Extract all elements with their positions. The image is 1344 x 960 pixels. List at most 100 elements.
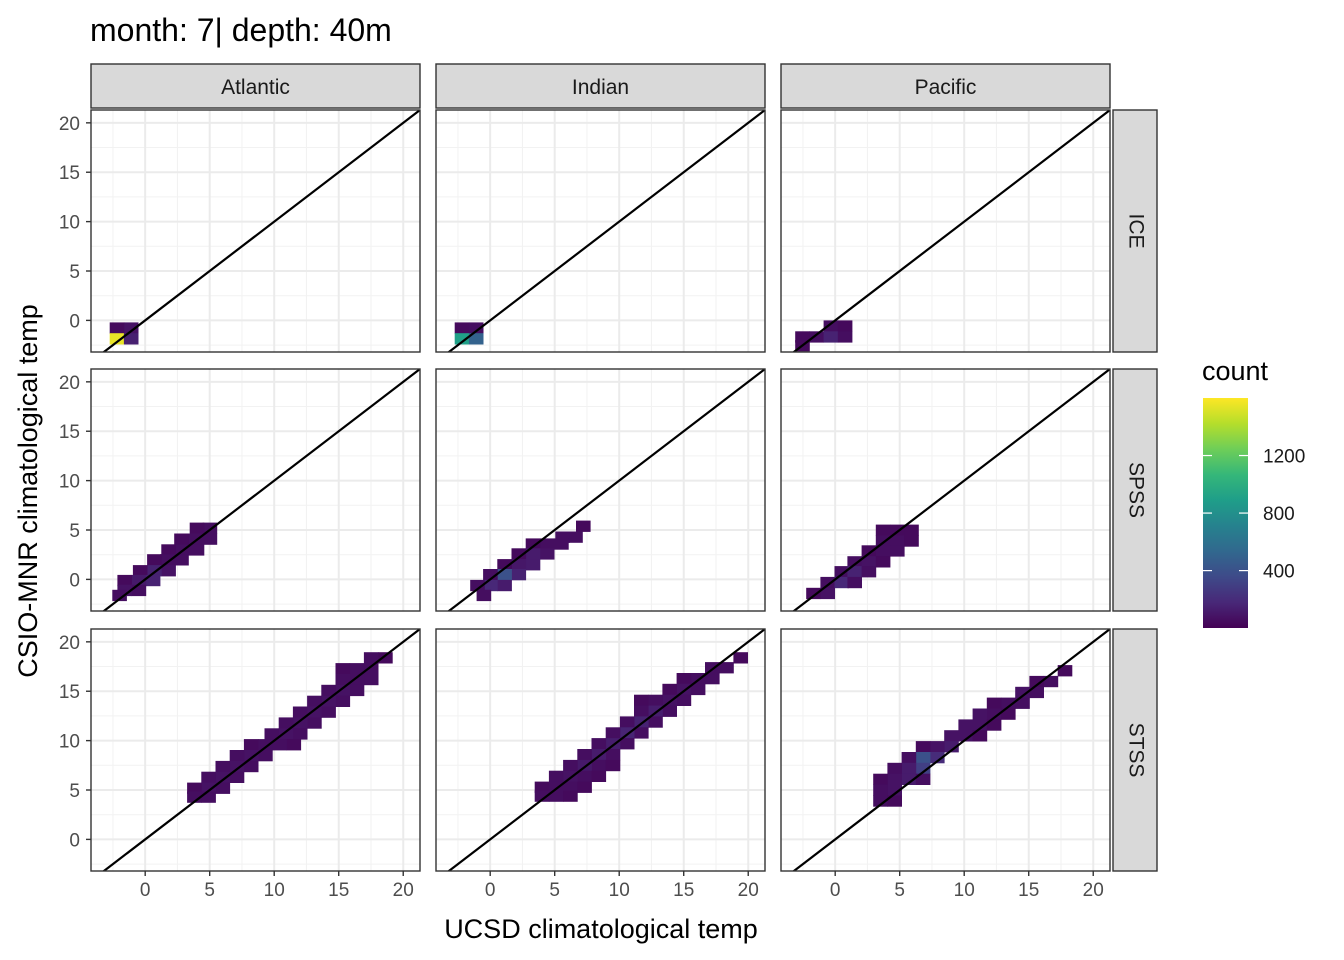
heatmap-bin: [548, 770, 564, 782]
heatmap-bin: [307, 695, 322, 707]
heatmap-bin: [189, 522, 205, 534]
heatmap-bin: [875, 545, 891, 557]
heatmap-bin: [215, 782, 231, 794]
panel-border: [90, 628, 421, 872]
heatmap-bin: [112, 589, 127, 602]
heatmap-bin: [161, 565, 176, 577]
heatmap-bin: [915, 773, 931, 785]
heatmap-bin: [958, 719, 973, 731]
heatmap-bin: [619, 716, 635, 728]
heatmap-bin: [145, 574, 161, 587]
heatmap-bin: [591, 738, 607, 750]
panel-border: [435, 109, 766, 353]
heatmap-bin: [1015, 697, 1030, 709]
y-tick-label: 0: [69, 830, 80, 851]
heatmap-bin: [861, 545, 877, 557]
heatmap-bin: [619, 727, 635, 739]
heatmap-bin: [795, 331, 810, 343]
heatmap-bin: [591, 770, 607, 782]
heatmap-bin: [363, 673, 379, 686]
heatmap-bin: [577, 759, 592, 772]
x-tick-label: 15: [673, 880, 694, 901]
heatmap-bin: [292, 717, 308, 729]
heatmap-bin: [264, 728, 280, 740]
identity-line: [792, 110, 1110, 352]
heatmap-bin: [915, 762, 931, 775]
heatmap-bin: [243, 739, 259, 751]
heatmap-bin: [321, 684, 336, 697]
heatmap-bin: [986, 708, 1002, 720]
heatmap-bin: [483, 579, 498, 592]
heatmap-bin: [229, 771, 245, 783]
heatmap-bin: [1015, 686, 1030, 699]
heatmap-bin: [525, 548, 541, 560]
heatmap-bin: [887, 795, 902, 807]
heatmap-bin: [930, 741, 945, 753]
panel-indian-stss: [435, 628, 766, 872]
y-tick-label: 5: [69, 262, 80, 283]
identity-line: [102, 110, 420, 352]
panel-border: [780, 109, 1111, 353]
heatmap-bin: [147, 565, 162, 577]
heatmap-bin: [189, 544, 205, 556]
heatmap-bin: [497, 569, 512, 581]
panel-pacific-spss: [780, 368, 1111, 612]
heatmap-bin: [534, 790, 550, 802]
heatmap-bin: [109, 333, 125, 345]
facet-strips: Atlantic Indian Pacific ICE SPSS STSS: [90, 63, 1158, 872]
heatmap-bin: [174, 533, 189, 545]
heatmap-bin: [174, 554, 189, 566]
x-axis-label: UCSD climatological temp: [444, 914, 758, 944]
heatmap-bin: [577, 749, 592, 761]
heatmap-bin: [497, 559, 512, 571]
legend-tick-label: 800: [1263, 504, 1295, 525]
heatmap-bin: [806, 587, 821, 600]
heatmap-bin: [468, 322, 484, 334]
y-tick-label: 15: [59, 163, 80, 184]
x-tick-label: 20: [393, 880, 414, 901]
heatmap-bin: [321, 706, 336, 718]
y-tick-label: 0: [69, 570, 80, 591]
y-tick-label: 5: [69, 521, 80, 542]
x-tick-label: 5: [894, 880, 905, 901]
x-tick-label: 10: [609, 880, 630, 901]
heatmap-bin: [986, 719, 1002, 731]
heatmap-bin: [915, 752, 931, 764]
heatmap-bin: [563, 770, 578, 782]
heatmap-bin: [861, 556, 877, 568]
heatmap-bin: [132, 565, 148, 577]
heatmap-bin: [690, 683, 706, 696]
heatmap-bin: [349, 663, 365, 675]
heatmap-bin: [454, 333, 470, 345]
identity-line: [447, 369, 765, 611]
heatmap-bin: [454, 322, 470, 334]
heatmap-bin: [619, 738, 635, 750]
legend-tick-label: 1200: [1263, 447, 1305, 468]
facet-strip-row: [1112, 109, 1158, 353]
heatmap-bin: [901, 773, 917, 785]
heatmap-bin: [534, 781, 550, 793]
panel-border: [780, 628, 1111, 872]
y-tick-label: 15: [59, 682, 80, 703]
heatmap-bin: [834, 566, 850, 578]
heatmap-bin: [591, 759, 607, 772]
heatmap-bin: [873, 795, 888, 807]
heatmap-bin: [335, 673, 351, 686]
heatmap-bin: [147, 554, 162, 566]
heatmap-bin: [539, 548, 555, 560]
heatmap-bin: [215, 760, 231, 773]
heatmap-bin: [161, 544, 176, 556]
heatmap-bin: [605, 749, 621, 761]
heatmap-bin: [873, 784, 888, 796]
panel-border: [90, 368, 421, 612]
heatmap-bin: [555, 531, 570, 543]
x-tick-label: 15: [1018, 880, 1039, 901]
heatmap-bin: [109, 322, 125, 334]
heatmap-bin: [986, 697, 1002, 709]
heatmap-bin: [497, 579, 512, 592]
heatmap-bin: [648, 716, 663, 728]
heatmap-bin: [525, 538, 541, 550]
heatmap-bin: [1043, 675, 1059, 688]
x-tick-label: 0: [485, 880, 496, 901]
y-tick-label: 20: [59, 373, 80, 394]
